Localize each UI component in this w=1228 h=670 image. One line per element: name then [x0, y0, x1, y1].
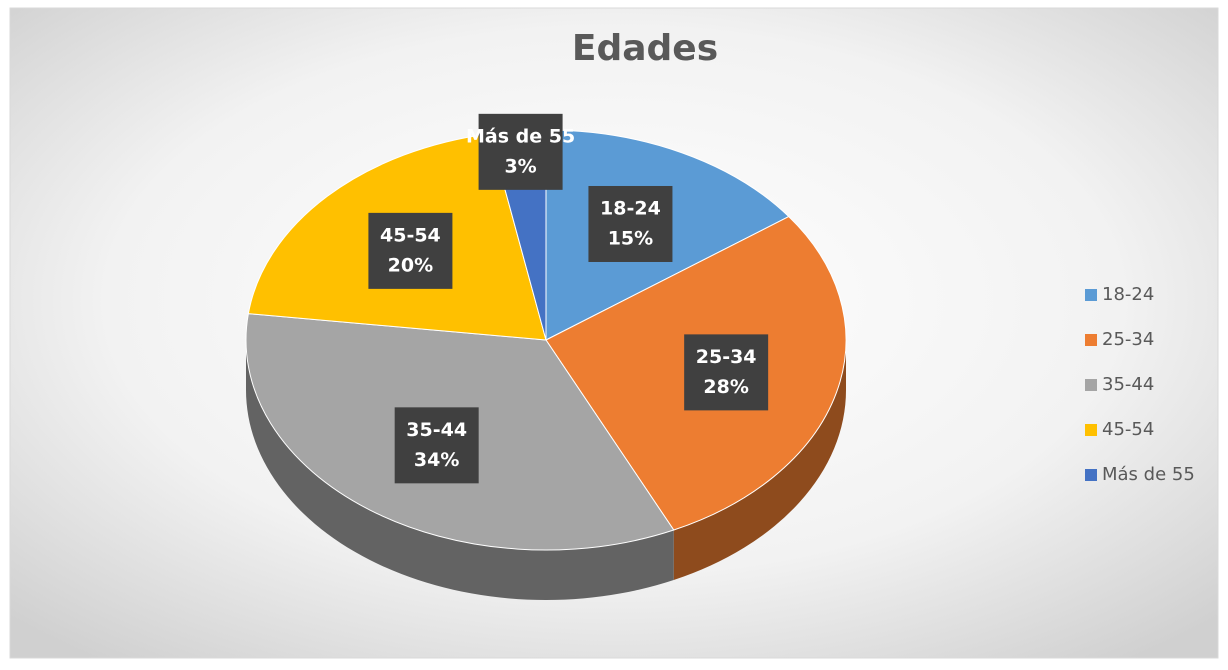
data-label: 35-44 34% — [394, 407, 479, 484]
data-label-value: 28% — [703, 376, 748, 398]
legend-label: 35-44 — [1102, 374, 1154, 395]
legend-label: 25-34 — [1102, 329, 1154, 350]
legend-label: Más de 55 — [1102, 464, 1195, 485]
data-label-box — [394, 407, 479, 484]
data-label-box — [588, 185, 673, 262]
slice-side — [673, 340, 847, 581]
data-label-category: 45-54 — [380, 224, 441, 246]
data-label-box — [478, 113, 563, 190]
slice-side — [246, 340, 674, 600]
data-label-value: 3% — [504, 155, 536, 177]
data-label: 45-54 20% — [368, 212, 453, 289]
data-label-box — [684, 334, 769, 411]
data-label-value: 20% — [388, 254, 433, 276]
chart-title: Edades — [572, 28, 718, 69]
data-label-category: Más de 55 — [466, 125, 575, 147]
legend-swatch — [1085, 424, 1097, 436]
data-label: 25-34 28% — [684, 334, 769, 411]
data-label-value: 15% — [608, 227, 653, 249]
legend-label: 18-24 — [1102, 284, 1154, 305]
legend-swatch — [1085, 289, 1097, 301]
legend-label: 45-54 — [1102, 419, 1154, 440]
legend-swatch — [1085, 379, 1097, 391]
data-label-value: 34% — [414, 449, 459, 471]
data-label-box — [368, 212, 453, 289]
data-label: 18-24 15% — [588, 185, 673, 262]
data-label: Más de 55 3% — [466, 113, 575, 190]
data-label-category: 18-24 — [600, 197, 661, 219]
legend-swatch — [1085, 334, 1097, 346]
legend-swatch — [1085, 469, 1097, 481]
data-label-category: 35-44 — [406, 419, 467, 441]
data-label-category: 25-34 — [696, 346, 757, 368]
